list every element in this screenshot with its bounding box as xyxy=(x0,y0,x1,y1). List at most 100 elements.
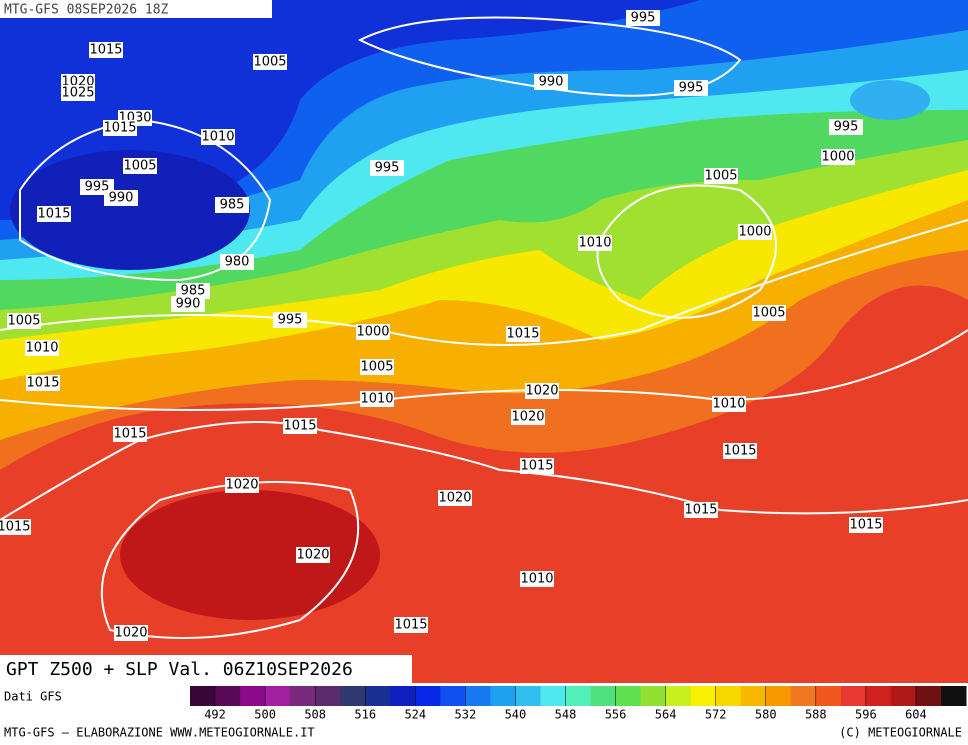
scale-tick-label: 580 xyxy=(755,708,777,722)
scale-swatch xyxy=(515,686,541,706)
isobar-label: 1015 xyxy=(283,419,316,434)
isobar-label: 995 xyxy=(834,120,859,135)
scale-tick-label: 548 xyxy=(555,708,577,722)
scale-swatch xyxy=(390,686,416,706)
scale-swatch xyxy=(665,686,692,706)
isobar-label-bg xyxy=(273,312,307,328)
scale-tick-label: 556 xyxy=(605,708,627,722)
isobar-label-bg xyxy=(215,197,249,213)
isobar xyxy=(0,219,968,346)
isobar-label-bg xyxy=(253,54,287,70)
isobar-label: 1015 xyxy=(684,503,717,518)
scale-swatch xyxy=(540,686,566,706)
scale-swatch xyxy=(815,686,842,706)
isobar-label: 1005 xyxy=(253,55,286,70)
scale-tick-label: 596 xyxy=(855,708,877,722)
scale-swatch xyxy=(840,686,867,706)
scale-swatch xyxy=(590,686,617,706)
isobar-label-bg xyxy=(176,283,210,299)
isobar-label-bg xyxy=(360,359,394,375)
isobar-label-bg xyxy=(283,418,317,434)
isobar-label-bg xyxy=(356,324,390,340)
isobar-label: 990 xyxy=(109,191,134,206)
scale-tick-label: 572 xyxy=(705,708,727,722)
scale-swatch xyxy=(915,686,942,706)
caption: GPT Z500 + SLP Val. 06Z10SEP2026 xyxy=(6,659,353,680)
scale-swatch xyxy=(265,686,291,706)
isobar-label: 990 xyxy=(539,75,564,90)
isobar xyxy=(596,184,777,319)
isobar-label: 1015 xyxy=(26,376,59,391)
isobar-label-bg xyxy=(674,80,708,96)
isobar-label: 1010 xyxy=(578,236,611,251)
scale-tick-label: 500 xyxy=(254,708,276,722)
isobar-label: 1020 xyxy=(114,626,147,641)
isobar-label: 995 xyxy=(375,161,400,176)
isobar-label: 990 xyxy=(176,297,201,312)
isobar-label: 1015 xyxy=(849,518,882,533)
isobar-label: 995 xyxy=(278,313,303,328)
isobar-label-bg xyxy=(578,235,612,251)
isobar-label: 1015 xyxy=(37,207,70,222)
scale-swatch xyxy=(765,686,792,706)
isobar-label: 1005 xyxy=(123,159,156,174)
isobar-label: 1015 xyxy=(103,121,136,136)
scale-swatch xyxy=(640,686,667,706)
scale-tick-label: 604 xyxy=(905,708,927,722)
scale-swatch xyxy=(490,686,516,706)
isobar-label: 985 xyxy=(220,198,245,213)
field-core xyxy=(10,150,250,270)
scale-swatch xyxy=(290,686,316,706)
isobar-label-bg xyxy=(89,42,123,58)
header-box xyxy=(0,0,272,18)
isobar-label-bg xyxy=(821,149,855,165)
header-title: MTG-GFS 08SEP2026 18Z xyxy=(4,3,169,18)
scale-swatch xyxy=(190,686,216,706)
scale-swatch xyxy=(340,686,366,706)
scale-swatch xyxy=(440,686,466,706)
scale-swatch xyxy=(615,686,642,706)
scale-swatch xyxy=(715,686,742,706)
isobar-label-bg xyxy=(0,519,31,535)
isobar-label-bg xyxy=(104,190,138,206)
isobar-label-bg xyxy=(114,625,148,641)
scale-swatch xyxy=(240,686,266,706)
scale-tick-label: 492 xyxy=(204,708,226,722)
isobar-label: 1010 xyxy=(360,392,393,407)
isobar-label: 1005 xyxy=(360,360,393,375)
scale-tick-label: 564 xyxy=(655,708,677,722)
scale-tick-label: 532 xyxy=(455,708,477,722)
isobar-label-bg xyxy=(520,458,554,474)
isobar-label: 1020 xyxy=(225,478,258,493)
isobar-label: 1005 xyxy=(7,314,40,329)
isobar-label-bg xyxy=(438,490,472,506)
isobar-label: 1000 xyxy=(821,150,854,165)
field-core xyxy=(120,490,380,620)
scale-tick-label: 524 xyxy=(404,708,426,722)
scale-swatch xyxy=(415,686,441,706)
isobar-label: 1005 xyxy=(704,169,737,184)
isobar-label: 1000 xyxy=(738,225,771,240)
isobar-label-bg xyxy=(37,206,71,222)
isobar-label: 1005 xyxy=(752,306,785,321)
isobar xyxy=(357,16,742,97)
scale-swatch xyxy=(365,686,391,706)
scale-swatch xyxy=(790,686,817,706)
isobar-label-bg xyxy=(370,160,404,176)
isobar-label: 1020 xyxy=(438,491,471,506)
scale-tick-label: 516 xyxy=(354,708,376,722)
isobar xyxy=(19,118,272,282)
isobar-label: 1015 xyxy=(506,327,539,342)
isobar-label-bg xyxy=(61,85,95,101)
color-scale: 492 500 508 516 524 532 540 548 556 564 572 580 588 5… xyxy=(190,686,967,722)
isobar-label: 1010 xyxy=(25,341,58,356)
isobar-label: 1010 xyxy=(520,572,553,587)
pressure-field xyxy=(0,0,968,683)
isobar-label-bg xyxy=(123,158,157,174)
isobar-label-bg xyxy=(113,426,147,442)
isobar-label: 1025 xyxy=(61,86,94,101)
isobar-label-bg xyxy=(506,326,540,342)
isobar-label-bg xyxy=(534,74,568,90)
scale-swatch xyxy=(740,686,767,706)
